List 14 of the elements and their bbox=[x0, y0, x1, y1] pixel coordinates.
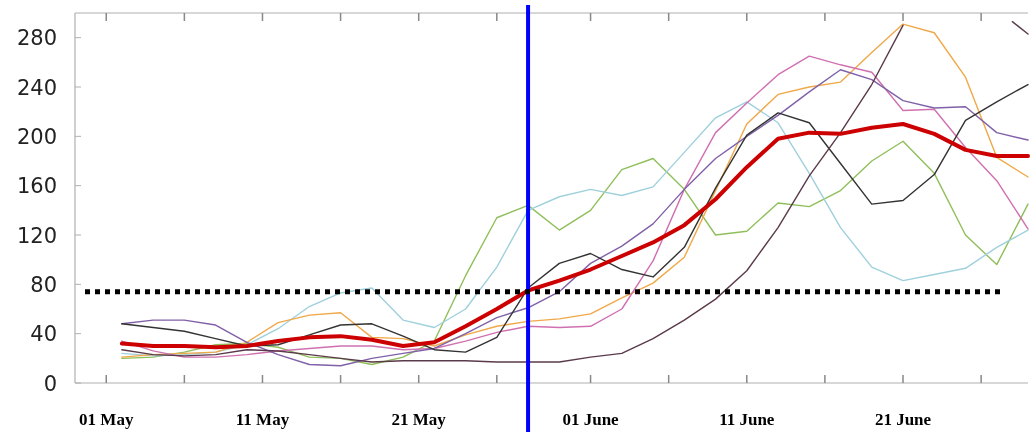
x-tick-label: 11 May bbox=[235, 410, 290, 429]
y-tick-label: 280 bbox=[16, 26, 57, 51]
y-tick-label: 80 bbox=[30, 272, 57, 297]
y-tick-label: 200 bbox=[16, 124, 57, 149]
x-tick-label: 11 June bbox=[719, 410, 775, 429]
x-tick-label: 01 June bbox=[562, 410, 620, 429]
y-tick-label: 40 bbox=[30, 322, 57, 347]
y-tick-label: 120 bbox=[16, 223, 57, 248]
y-tick-label: 240 bbox=[16, 75, 57, 100]
y-tick-label: 0 bbox=[43, 371, 57, 396]
x-tick-label: 01 May bbox=[79, 410, 134, 429]
x-tick-label: 21 June bbox=[874, 410, 932, 429]
x-tick-label: 21 May bbox=[391, 410, 447, 429]
y-tick-label: 160 bbox=[16, 174, 57, 199]
